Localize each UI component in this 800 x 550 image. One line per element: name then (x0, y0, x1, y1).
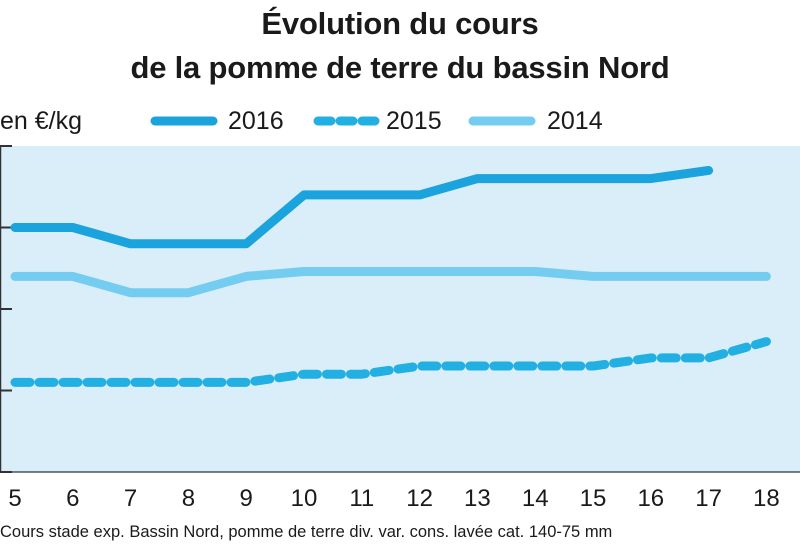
legend-item-2015: 2015 (0, 104, 800, 138)
x-tick-label-6: 6 (66, 485, 79, 512)
chart-title-line-2: de la pomme de terre du bassin Nord (130, 50, 670, 85)
chart-caption: Cours stade exp. Bassin Nord, pomme de t… (0, 523, 613, 541)
x-tick-label-12: 12 (406, 485, 433, 512)
x-tick-label-18: 18 (753, 485, 780, 512)
x-tick-label-10: 10 (291, 485, 318, 512)
legend-swatch-2014 (468, 116, 536, 126)
x-tick-label-15: 15 (580, 485, 607, 512)
series-line-2015 (10, 337, 771, 387)
legend-label-2014: 2014 (547, 107, 603, 135)
chart-title-line-1: Évolution du cours (261, 6, 539, 41)
legend-swatch-2016 (150, 116, 218, 126)
x-tick-label-14: 14 (522, 485, 549, 512)
legend-item-2016: 2016 (0, 104, 800, 138)
series-line-2016 (10, 165, 714, 249)
x-tick-label-8: 8 (182, 485, 195, 512)
x-tick-label-13: 13 (464, 485, 491, 512)
x-tick-label-7: 7 (124, 485, 137, 512)
chart-title: Évolution du cours de la pomme de terre … (0, 2, 800, 90)
x-tick-label-9: 9 (240, 485, 253, 512)
x-tick-label-17: 17 (695, 485, 722, 512)
legend-swatch-2015 (313, 116, 381, 126)
x-tick-label-11: 11 (349, 485, 374, 512)
x-tick-label-16: 16 (637, 485, 664, 512)
plot-area (0, 146, 800, 472)
y-axis-unit-label: en €/kg (0, 107, 83, 135)
series-line-2014 (10, 267, 771, 298)
legend-label-2016: 2016 (228, 107, 284, 135)
legend-label-2015: 2015 (386, 107, 442, 135)
legend-item-2014: 2014 (0, 104, 800, 138)
x-tick-label-5: 5 (8, 485, 21, 512)
